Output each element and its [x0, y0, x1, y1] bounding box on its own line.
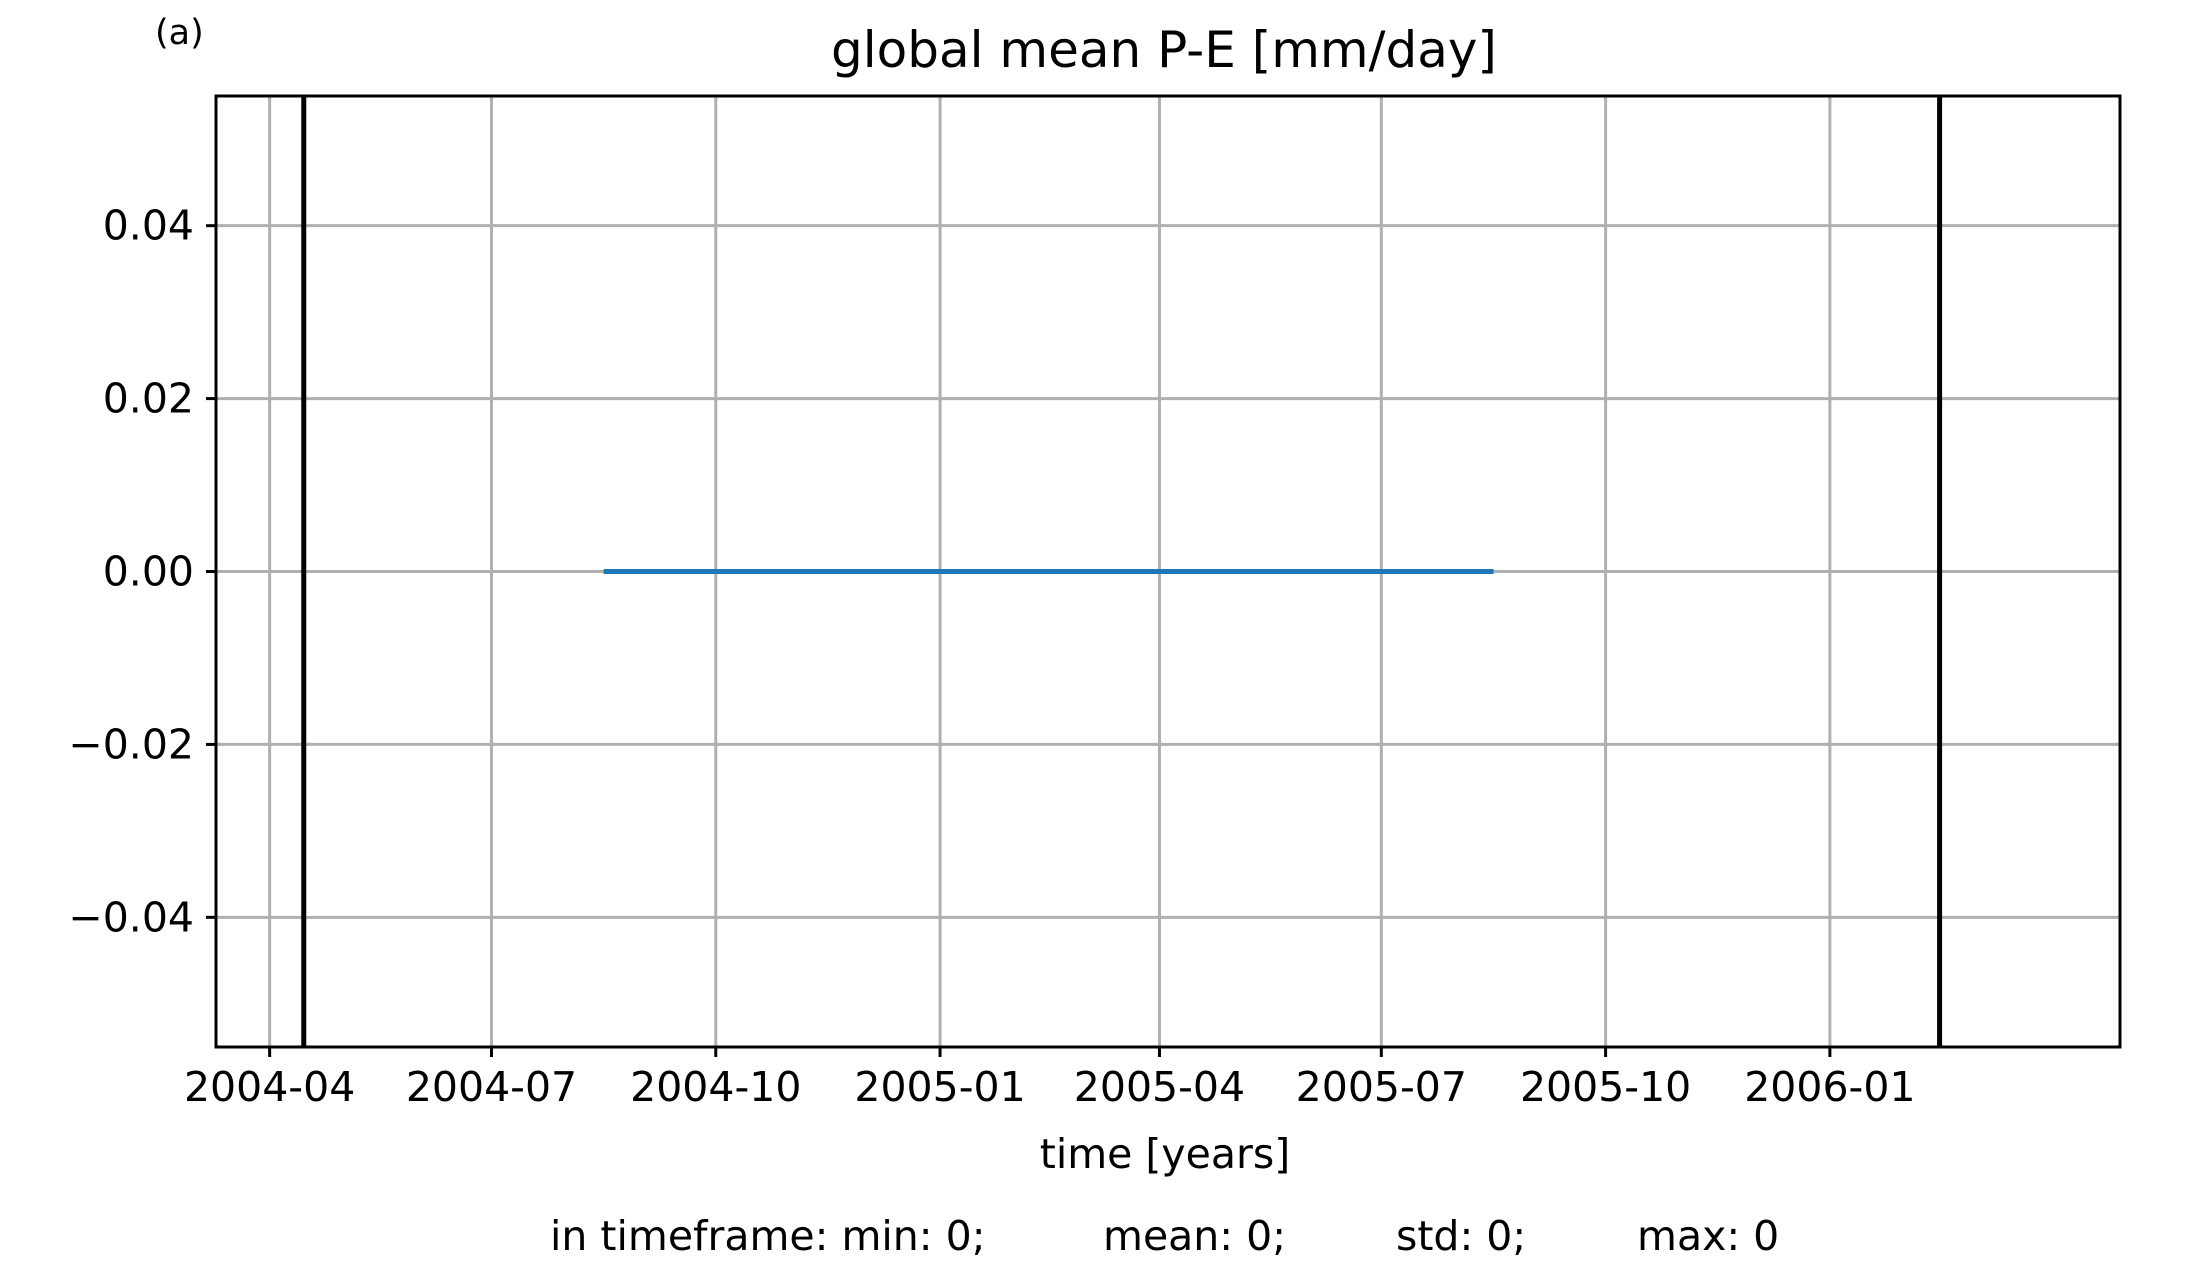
y-tick-label: 0.02 — [103, 375, 194, 423]
x-tick-label: 2006-01 — [1744, 1063, 1915, 1111]
y-tick-label: −0.04 — [68, 893, 194, 941]
x-tick-label: 2005-10 — [1520, 1063, 1691, 1111]
x-tick-label: 2005-01 — [854, 1063, 1025, 1111]
y-tick-label: 0.00 — [103, 548, 194, 596]
plot-area — [214, 94, 2122, 1049]
x-tick-label: 2004-07 — [406, 1063, 577, 1111]
x-axis-label: time [years] — [1040, 1130, 1290, 1178]
x-tick-label: 2005-04 — [1074, 1063, 1245, 1111]
stats-max: max: 0 — [1637, 1212, 1779, 1260]
stats-mean: mean: 0; — [1103, 1212, 1286, 1260]
x-axis-ticks: 2004-04 2004-07 2004-10 2005-01 2005-04 2005-… — [184, 1047, 1916, 1111]
stats-std: std: 0; — [1396, 1212, 1526, 1260]
stats-line: in timeframe: min: 0; mean: 0; std: 0; m… — [550, 1212, 1779, 1260]
stats-min: in timeframe: min: 0; — [550, 1212, 986, 1260]
x-tick-label: 2005-07 — [1296, 1063, 1467, 1111]
panel-label: (a) — [155, 13, 204, 53]
y-tick-label: 0.04 — [103, 202, 194, 250]
x-tick-label: 2004-04 — [184, 1063, 355, 1111]
chart-title: global mean P-E [mm/day] — [831, 21, 1497, 79]
y-tick-label: −0.02 — [68, 720, 194, 768]
vertical-markers — [301, 96, 1943, 1047]
y-axis-ticks: −0.04 −0.02 0.00 0.02 0.04 — [68, 202, 216, 941]
x-tick-label: 2004-10 — [630, 1063, 801, 1111]
